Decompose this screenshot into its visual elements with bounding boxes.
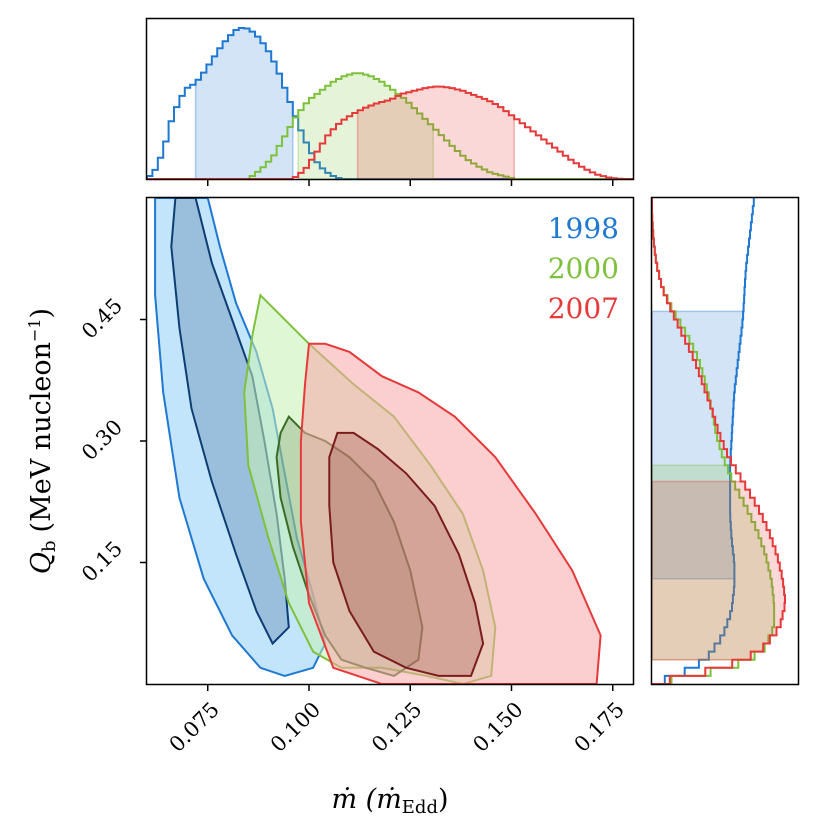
x-axis-title: ṁ (ṁEdd) <box>331 784 448 818</box>
x-tick-label: 0.175 <box>570 697 629 756</box>
y-axis-title-main: Q <box>26 552 57 574</box>
contour-inner-2007 <box>328 431 485 677</box>
y-histogram-2007 <box>651 198 786 685</box>
x-axis-title-main: ṁ (ṁ <box>331 784 401 815</box>
main-contour-panel <box>154 198 602 684</box>
contour-outer-2007 <box>299 342 602 684</box>
y-axis-title-close: ) <box>26 308 57 319</box>
right-histogram-frame <box>650 196 800 686</box>
x-credible-band-1998 <box>194 27 294 180</box>
y-tick-label: 0.45 <box>77 294 127 344</box>
y-tick-label: 0.15 <box>77 537 127 587</box>
x-axis-title-close: ) <box>438 784 449 815</box>
y-credible-band-2007 <box>651 480 786 661</box>
x-axis-title-sub: Edd <box>402 797 438 818</box>
y-axis-title-sub: b <box>39 540 60 552</box>
x-tick-label: 0.125 <box>367 697 426 756</box>
y-axis-title-unit: (MeV nucleon <box>26 342 57 532</box>
top-histogram-frame <box>145 17 635 181</box>
y-axis-title: Qb (MeV nucleon−1) <box>25 308 60 574</box>
contour-inner-1998 <box>170 198 290 646</box>
x-tick-label: 0.150 <box>468 697 527 756</box>
top-histogram-panel <box>146 27 633 180</box>
x-tick-label: 0.075 <box>165 697 224 756</box>
y-histogram-1998 <box>652 198 755 685</box>
legend-label-1998: 1998 <box>548 212 619 245</box>
y-axis-title-sup: −1 <box>25 318 44 342</box>
legend: 1998 2000 2007 <box>548 212 619 325</box>
x-histogram-2000 <box>147 72 633 180</box>
y-tick-label: 0.30 <box>77 415 127 465</box>
right-histogram-panel <box>651 198 786 685</box>
legend-label-2000: 2000 <box>548 252 619 285</box>
x-tick-label: 0.100 <box>266 697 325 756</box>
legend-label-2007: 2007 <box>548 292 619 325</box>
